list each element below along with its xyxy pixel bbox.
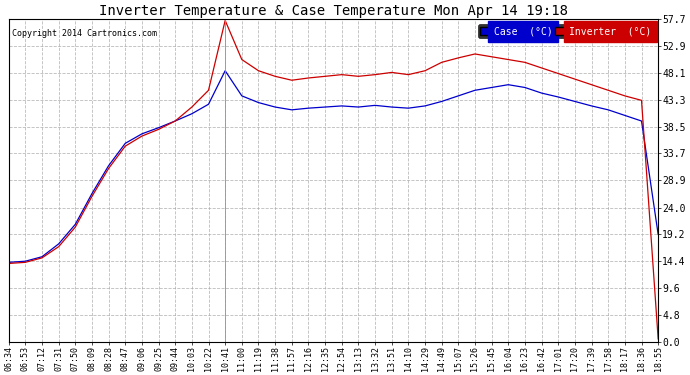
- Title: Inverter Temperature & Case Temperature Mon Apr 14 19:18: Inverter Temperature & Case Temperature …: [99, 4, 568, 18]
- Legend: Case  (°C), Inverter  (°C): Case (°C), Inverter (°C): [478, 24, 653, 38]
- Text: Copyright 2014 Cartronics.com: Copyright 2014 Cartronics.com: [12, 29, 157, 38]
